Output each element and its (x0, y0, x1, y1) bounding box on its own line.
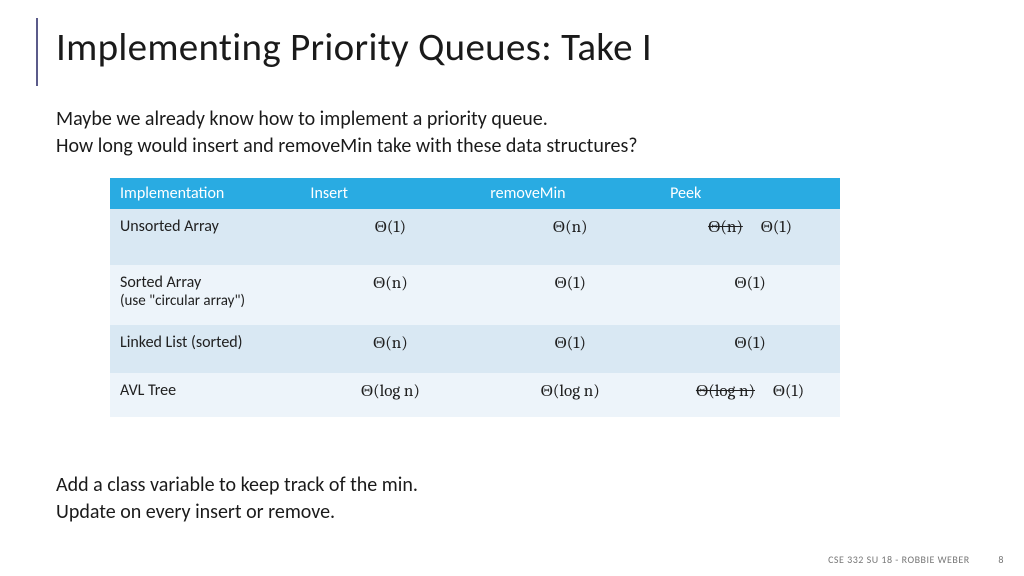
remove-cell: Θ(log n) (480, 373, 660, 417)
impl-name: Unsorted Array (120, 217, 219, 236)
peek-cell: Θ(n) Θ(1) (660, 209, 840, 265)
insert-cell: Θ(1) (300, 209, 480, 265)
outro-text: Add a class variable to keep track of th… (56, 472, 418, 526)
accent-bar (36, 18, 38, 86)
col-implementation: Implementation (110, 178, 300, 209)
outro-line-2: Update on every insert or remove. (56, 500, 335, 524)
impl-sub: (use "circular array") (120, 292, 290, 310)
peek-cell: Θ(1) (660, 265, 840, 325)
col-peek: Peek (660, 178, 840, 209)
remove-cell: Θ(1) (480, 265, 660, 325)
table-row: Sorted Array (use "circular array") Θ(n)… (110, 265, 840, 325)
impl-cell: Linked List (sorted) (110, 325, 300, 373)
slide-title: Implementing Priority Queues: Take I (56, 24, 652, 71)
insert-cell: Θ(log n) (300, 373, 480, 417)
peek-value: Θ(1) (734, 334, 765, 353)
remove-cell: Θ(1) (480, 325, 660, 373)
page-number: 8 (998, 553, 1004, 566)
peek-value: Θ(1) (761, 218, 792, 237)
impl-name: AVL Tree (120, 381, 176, 400)
impl-cell: Sorted Array (use "circular array") (110, 265, 300, 325)
impl-name: Sorted Array (120, 273, 201, 292)
peek-value: Θ(1) (773, 382, 804, 401)
footer-text: CSE 332 SU 18 - ROBBIE WEBER (828, 553, 970, 566)
complexity-table: Implementation Insert removeMin Peek Uns… (110, 178, 840, 417)
insert-cell: Θ(n) (300, 325, 480, 373)
impl-cell: Unsorted Array (110, 209, 300, 265)
remove-cell: Θ(n) (480, 209, 660, 265)
peek-cell: Θ(1) (660, 325, 840, 373)
intro-line-1: Maybe we already know how to implement a… (56, 107, 548, 131)
outro-line-1: Add a class variable to keep track of th… (56, 473, 418, 497)
table-row: Unsorted Array Θ(1) Θ(n) Θ(n) Θ(1) (110, 209, 840, 265)
table-row: Linked List (sorted) Θ(n) Θ(1) Θ(1) (110, 325, 840, 373)
impl-cell: AVL Tree (110, 373, 300, 417)
peek-strike: Θ(n) (708, 218, 743, 237)
footer: CSE 332 SU 18 - ROBBIE WEBER 8 (828, 553, 1004, 566)
intro-text: Maybe we already know how to implement a… (56, 106, 638, 160)
table-header-row: Implementation Insert removeMin Peek (110, 178, 840, 209)
intro-line-2: How long would insert and removeMin take… (56, 134, 638, 158)
peek-strike: Θ(log n) (696, 382, 755, 401)
peek-value: Θ(1) (734, 274, 765, 293)
table-row: AVL Tree Θ(log n) Θ(log n) Θ(log n) Θ(1) (110, 373, 840, 417)
insert-cell: Θ(n) (300, 265, 480, 325)
col-removemin: removeMin (480, 178, 660, 209)
peek-cell: Θ(log n) Θ(1) (660, 373, 840, 417)
impl-name: Linked List (sorted) (120, 333, 243, 352)
col-insert: Insert (300, 178, 480, 209)
